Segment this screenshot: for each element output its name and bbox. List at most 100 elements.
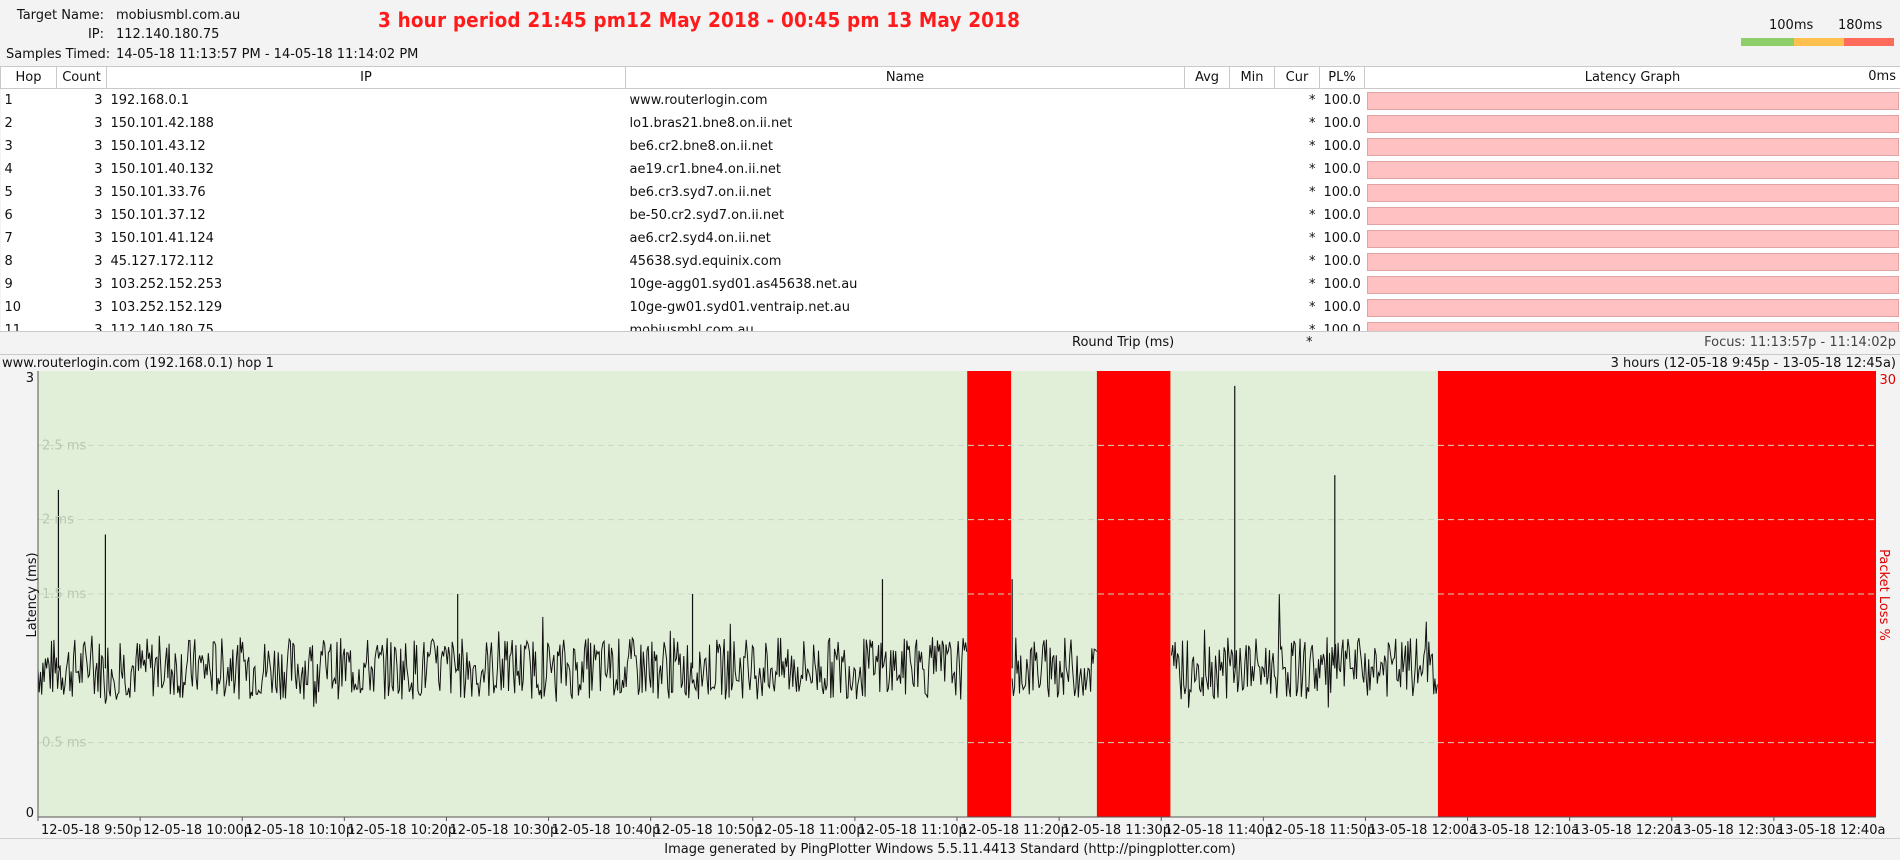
name-cell: 10ge-gw01.syd01.ventraip.net.au <box>626 296 1185 319</box>
y-tick-label: 0 <box>26 806 34 821</box>
min-cell <box>1230 250 1275 273</box>
x-tick-label: 12-05-18 11:20p <box>960 823 1069 838</box>
latency-graph-cell <box>1365 158 1900 181</box>
packet-loss-bar <box>1367 115 1899 133</box>
avg-cell <box>1185 204 1230 227</box>
ip-cell: 103.252.152.253 <box>107 273 626 296</box>
x-tick-label: 12-05-18 10:40p <box>552 823 661 838</box>
timeline-range-label: 3 hours (12-05-18 9:45p - 13-05-18 12:45… <box>1611 356 1896 371</box>
x-tick-label: 13-05-18 12:40a <box>1777 823 1886 838</box>
samples-row: Samples Timed: 14-05-18 11:13:57 PM - 14… <box>0 45 108 65</box>
x-tick-label: 12-05-18 10:30p <box>449 823 558 838</box>
y-axis-label: Latency (ms) <box>25 552 40 637</box>
min-cell <box>1230 135 1275 158</box>
packet-loss-bar <box>1367 184 1899 202</box>
min-cell <box>1230 112 1275 135</box>
hop-cell: 1 <box>1 89 57 113</box>
column-header-min[interactable]: Min <box>1230 67 1275 89</box>
hop-cell: 10 <box>1 296 57 319</box>
column-header-latency-graph[interactable]: Latency Graph 0ms <box>1365 67 1900 89</box>
avg-cell <box>1185 273 1230 296</box>
column-header-ip[interactable]: IP <box>107 67 626 89</box>
x-tick-label: 12-05-18 11:30p <box>1062 823 1171 838</box>
name-cell: ae6.cr2.syd4.on.ii.net <box>626 227 1185 250</box>
column-header-hop[interactable]: Hop <box>1 67 57 89</box>
name-cell: ae19.cr1.bne4.on.ii.net <box>626 158 1185 181</box>
summary-header: Target Name: mobiusmbl.com.au IP: 112.14… <box>0 0 1900 66</box>
count-cell: 3 <box>57 112 107 135</box>
pl-cell: 100.0 <box>1320 250 1365 273</box>
name-cell: 45638.syd.equinix.com <box>626 250 1185 273</box>
x-tick-label: 13-05-18 12:10a <box>1471 823 1580 838</box>
cur-cell: * <box>1275 112 1320 135</box>
cur-cell: * <box>1275 296 1320 319</box>
latency-graph-cell <box>1365 227 1900 250</box>
legend-orange-swatch <box>1794 38 1844 46</box>
legend-100ms-label: 100ms <box>1769 18 1813 33</box>
target-name-row: Target Name: mobiusmbl.com.au <box>0 6 104 26</box>
min-cell <box>1230 296 1275 319</box>
y-tick-label: 2 ms <box>42 513 74 528</box>
column-header-pl[interactable]: PL% <box>1320 67 1365 89</box>
hop-cell: 9 <box>1 273 57 296</box>
min-cell <box>1230 204 1275 227</box>
timeline-hop-label: www.routerlogin.com (192.168.0.1) hop 1 <box>2 356 274 371</box>
x-tick-label: 13-05-18 12:30a <box>1675 823 1784 838</box>
column-header-count[interactable]: Count <box>57 67 107 89</box>
avg-cell <box>1185 158 1230 181</box>
hop-cell: 5 <box>1 181 57 204</box>
packet-loss-bar <box>1367 92 1899 110</box>
packet-loss-bar <box>1367 253 1899 271</box>
y2-axis-max-label: 30 <box>1879 373 1896 388</box>
count-cell: 3 <box>57 273 107 296</box>
latency-graph-cell <box>1365 89 1900 113</box>
x-tick-label: 12-05-18 10:10p <box>245 823 354 838</box>
ip-cell: 150.101.43.12 <box>107 135 626 158</box>
latency-graph-cell <box>1365 273 1900 296</box>
cur-cell: * <box>1275 89 1320 113</box>
x-tick-label: 12-05-18 11:50p <box>1266 823 1375 838</box>
y-tick-label: 1.5 ms <box>42 587 86 602</box>
ip-cell: 103.252.152.129 <box>107 296 626 319</box>
round-trip-row: Round Trip (ms) * Focus: 11:13:57p - 11:… <box>0 331 1900 355</box>
latency-graph-cell <box>1365 112 1900 135</box>
count-cell: 3 <box>57 158 107 181</box>
min-cell <box>1230 273 1275 296</box>
pl-cell: 100.0 <box>1320 273 1365 296</box>
round-trip-cur: * <box>1306 335 1313 350</box>
avg-cell <box>1185 296 1230 319</box>
x-tick-label: 12-05-18 10:00p <box>143 823 252 838</box>
pl-cell: 100.0 <box>1320 158 1365 181</box>
x-tick-label: 12-05-18 11:40p <box>1164 823 1273 838</box>
footer-credit: Image generated by PingPlotter Windows 5… <box>0 838 1900 860</box>
latency-threshold-legend <box>1741 38 1894 46</box>
packet-loss-bar <box>1367 207 1899 225</box>
x-tick-label: 13-05-18 12:20a <box>1573 823 1682 838</box>
column-header-avg[interactable]: Avg <box>1185 67 1230 89</box>
y2-axis-label: Packet Loss % <box>1876 549 1891 641</box>
headline-annotation: 3 hour period 21:45 pm12 May 2018 - 00:4… <box>378 8 1020 32</box>
column-header-name[interactable]: Name <box>626 67 1185 89</box>
pl-cell: 100.0 <box>1320 135 1365 158</box>
column-header-cur[interactable]: Cur <box>1275 67 1320 89</box>
name-cell: be6.cr3.syd7.on.ii.net <box>626 181 1185 204</box>
cur-cell: * <box>1275 158 1320 181</box>
cur-cell: * <box>1275 250 1320 273</box>
ip-label: IP: <box>0 25 104 45</box>
latency-graph-cell <box>1365 296 1900 319</box>
samples-label: Samples Timed: <box>0 45 108 65</box>
avg-cell <box>1185 181 1230 204</box>
count-cell: 3 <box>57 250 107 273</box>
